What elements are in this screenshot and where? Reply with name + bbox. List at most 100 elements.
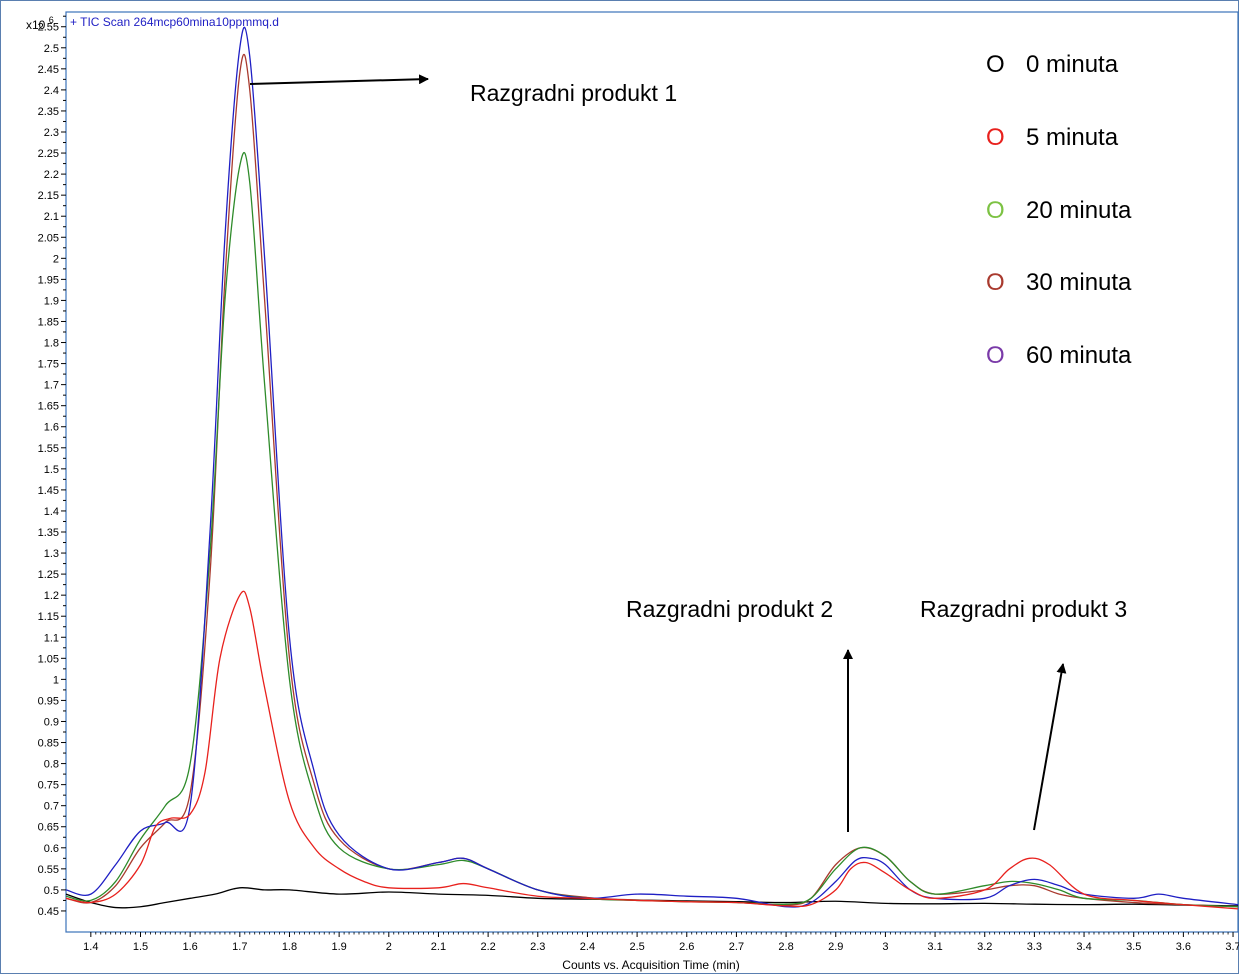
y-tick-label: 1.25 <box>38 569 59 581</box>
x-tick-label: 3.7 <box>1225 941 1239 953</box>
y-tick-label: 2.05 <box>38 232 59 244</box>
x-tick-label: 1.6 <box>183 941 198 953</box>
x-tick-label: 3.3 <box>1027 941 1042 953</box>
y-tick-label: 1 <box>53 674 59 686</box>
y-tick-label: 1.55 <box>38 443 59 455</box>
y-tick-label: 2.55 <box>38 22 59 34</box>
x-tick-label: 3.6 <box>1176 941 1191 953</box>
y-tick-label: 1.95 <box>38 274 59 286</box>
x-tick-label: 2.7 <box>729 941 744 953</box>
series-line-60-minuta <box>65 26 1239 908</box>
y-tick-label: 2.3 <box>44 127 59 139</box>
series-line-20-minuta <box>65 152 1239 908</box>
legend-item-1: O 5 minuta <box>986 124 1119 151</box>
legend-item-0: O 0 minuta <box>986 51 1119 78</box>
y-multiplier-exponent: 6 <box>49 15 54 25</box>
y-multiplier-base: x10 <box>26 18 46 32</box>
y-tick-label: 1.15 <box>38 611 59 623</box>
x-tick-label: 3 <box>882 941 888 953</box>
x-tick-label: 3.2 <box>977 941 992 953</box>
legend-label-0: 0 minuta <box>1026 51 1119 78</box>
y-tick-label: 1.05 <box>38 653 59 665</box>
y-tick-label: 0.7 <box>44 801 59 813</box>
y-tick-label: 2.45 <box>38 64 59 76</box>
legend-label-3: 30 minuta <box>1026 269 1132 296</box>
legend-label-4: 60 minuta <box>1026 342 1132 369</box>
x-tick-label: 2.3 <box>530 941 545 953</box>
y-tick-label: 2.15 <box>38 190 59 202</box>
y-tick-label: 1.1 <box>44 632 59 644</box>
legend-marker-0: O <box>986 51 1005 78</box>
legend-marker-2: O <box>986 197 1005 224</box>
y-tick-label: 1.35 <box>38 527 59 539</box>
y-tick-label: 0.95 <box>38 695 59 707</box>
y-tick-label: 1.9 <box>44 295 59 307</box>
annotation-product-2: Razgradni produkt 2 <box>626 596 833 622</box>
x-tick-label: 3.5 <box>1126 941 1141 953</box>
x-tick-label: 2.8 <box>778 941 793 953</box>
series-line-0-minuta <box>65 887 1239 909</box>
legend: O 0 minuta O 5 minuta O 20 minuta O 30 m… <box>986 51 1132 369</box>
y-tick-label: 2.25 <box>38 148 59 160</box>
y-tick-label: 0.6 <box>44 843 59 855</box>
annotation-product-3: Razgradni produkt 3 <box>920 596 1127 622</box>
legend-item-2: O 20 minuta <box>986 197 1132 224</box>
y-tick-label: 1.45 <box>38 485 59 497</box>
y-multiplier: x10 6 <box>26 15 54 32</box>
y-tick-label: 1.2 <box>44 590 59 602</box>
legend-label-2: 20 minuta <box>1026 197 1132 224</box>
annotation-arrow-3 <box>1033 663 1067 831</box>
annotation-arrow-1 <box>249 74 429 85</box>
x-tick-label: 2.9 <box>828 941 843 953</box>
x-tick-label: 2.6 <box>679 941 694 953</box>
legend-marker-1: O <box>986 124 1005 151</box>
y-tick-label: 2.1 <box>44 211 59 223</box>
annotation-product-1: Razgradni produkt 1 <box>470 80 677 106</box>
y-tick-label: 1.3 <box>44 548 59 560</box>
y-tick-label: 0.9 <box>44 716 59 728</box>
x-tick-label: 2 <box>386 941 392 953</box>
y-tick-label: 0.85 <box>38 738 59 750</box>
x-axis-label: Counts vs. Acquisition Time (min) <box>562 958 739 972</box>
legend-label-1: 5 minuta <box>1026 124 1119 151</box>
chart-title: + TIC Scan 264mcp60mina10ppmmq.d <box>70 15 279 29</box>
y-tick-label: 1.4 <box>44 506 59 518</box>
y-tick-label: 0.55 <box>38 864 59 876</box>
y-tick-label: 0.5 <box>44 885 59 897</box>
y-tick-label: 1.5 <box>44 464 59 476</box>
y-tick-label: 2 <box>53 253 59 265</box>
legend-marker-3: O <box>986 269 1005 296</box>
y-tick-label: 1.8 <box>44 338 59 350</box>
x-tick-label: 1.5 <box>133 941 148 953</box>
legend-item-3: O 30 minuta <box>986 269 1132 296</box>
y-axis: 0.45 0.5 0.55 0.6 0.65 0.7 0.75 0.8 0.85 0.9 0.95 1… <box>38 15 66 918</box>
x-tick-label: 1.8 <box>282 941 297 953</box>
x-tick-label: 2.5 <box>629 941 644 953</box>
x-tick-label: 1.7 <box>232 941 247 953</box>
x-axis: 1.4 1.5 1.6 1.7 1.8 1.9 2 2.1 2.2 2.3 2.4 2.5 2.6 2.7… <box>83 932 1239 953</box>
y-tick-label: 0.75 <box>38 780 59 792</box>
y-tick-label: 2.5 <box>44 43 59 55</box>
y-tick-label: 2.2 <box>44 169 59 181</box>
y-tick-label: 1.75 <box>38 359 59 371</box>
y-tick-label: 0.8 <box>44 759 59 771</box>
x-tick-label: 3.4 <box>1076 941 1091 953</box>
y-tick-label: 1.7 <box>44 380 59 392</box>
y-tick-label: 1.6 <box>44 422 59 434</box>
series-line-30-minuta <box>65 53 1239 908</box>
y-tick-label: 2.35 <box>38 106 59 118</box>
legend-marker-4: O <box>986 342 1005 369</box>
legend-item-4: O 60 minuta <box>986 342 1132 369</box>
annotations: Razgradni produkt 1 Razgradni produkt 2 … <box>249 74 1127 832</box>
y-tick-label: 0.65 <box>38 822 59 834</box>
series-line-5-minuta <box>65 590 1239 910</box>
y-tick-label: 0.45 <box>38 906 59 918</box>
series-layer <box>65 26 1239 910</box>
x-tick-label: 2.2 <box>480 941 495 953</box>
x-tick-label: 2.1 <box>431 941 446 953</box>
x-tick-label: 3.1 <box>927 941 942 953</box>
x-tick-label: 2.4 <box>580 941 595 953</box>
x-tick-label: 1.4 <box>83 941 98 953</box>
y-tick-label: 2.4 <box>44 85 59 97</box>
